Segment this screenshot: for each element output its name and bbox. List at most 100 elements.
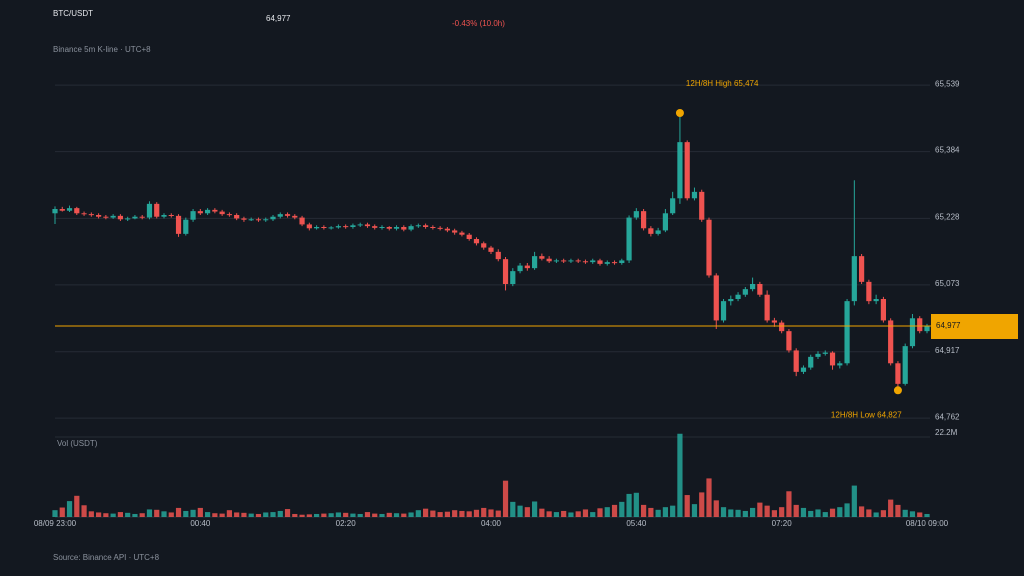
x-tick-label: 02:20 (336, 519, 357, 528)
candle-body (328, 227, 334, 229)
candle-body (488, 247, 494, 252)
y-tick-label: 65,384 (935, 146, 960, 155)
volume-bar (735, 509, 741, 517)
volume-bar (582, 509, 589, 517)
candle-body (255, 219, 262, 221)
candle-body (750, 284, 756, 290)
volume-bar (590, 512, 596, 517)
volume-bar (684, 495, 690, 517)
candle-body (793, 350, 799, 372)
volume-bar (423, 508, 429, 517)
high-marker (675, 109, 684, 117)
volume-bar (677, 433, 683, 517)
volume-bar (502, 480, 509, 517)
source: Source: Binance API · UTC+8 (53, 553, 160, 562)
volume-bar (495, 510, 501, 517)
volume-bar (154, 509, 160, 517)
volume-bar (720, 507, 727, 517)
candle-body (190, 211, 196, 220)
candle-body (720, 301, 727, 321)
candle-body (343, 226, 349, 228)
change: -0.43% (10.0h) (452, 19, 505, 28)
volume-bar (619, 501, 625, 517)
volume-bar (604, 507, 610, 517)
volume-bar (161, 511, 167, 517)
volume-bar (292, 513, 298, 517)
candle-body (561, 260, 567, 262)
volume-bar (524, 507, 530, 517)
candle-body (103, 216, 109, 218)
candle-body (866, 281, 872, 302)
candle-body (466, 234, 472, 239)
volume-bar (546, 511, 552, 517)
candle-body (735, 294, 741, 299)
candle-body (633, 211, 639, 218)
volume-bar (125, 512, 131, 517)
candle-body (393, 227, 400, 229)
volume-bar (379, 513, 385, 517)
candle-body (175, 215, 182, 234)
candle-body (110, 215, 116, 218)
volume-bar (728, 509, 734, 517)
header-price: 64,977 (266, 14, 291, 23)
volume-bar (706, 478, 712, 517)
volume-bar (561, 510, 567, 517)
volume-bar (146, 509, 153, 517)
candle-body (168, 215, 174, 216)
candle-body (706, 219, 712, 276)
volume-bar (430, 510, 436, 517)
volume-bar (277, 510, 283, 517)
candle-body (626, 217, 632, 261)
volume-bar (314, 513, 320, 517)
volume-bar (713, 500, 719, 517)
volume-bar (110, 513, 116, 517)
volume-bar (88, 511, 94, 517)
candle-body (146, 203, 153, 218)
x-tick-label: 04:00 (481, 519, 502, 528)
volume-bar (488, 509, 494, 517)
candle-body (88, 214, 94, 216)
volume-bar (757, 502, 763, 517)
volume-bar (103, 513, 109, 517)
candle-body (670, 198, 676, 214)
candle-body (764, 294, 770, 321)
candle-body (226, 214, 232, 216)
candle-body (648, 228, 654, 234)
candle-body (829, 352, 836, 366)
volume-bar (284, 509, 291, 517)
candle-body (481, 243, 487, 248)
candle-body (430, 227, 436, 228)
volume-bar (364, 512, 371, 517)
candle-body (844, 301, 850, 364)
candle-body (728, 299, 734, 302)
candle-body (888, 320, 894, 364)
candle-body (379, 227, 385, 228)
low-marker (893, 386, 902, 395)
candle-body (655, 230, 661, 234)
candle-body (742, 289, 748, 295)
y-tick-label: 64,917 (935, 346, 960, 355)
volume-bar (837, 507, 843, 517)
candle-body (74, 208, 80, 214)
volume-bar (626, 493, 632, 517)
candle-body (611, 262, 618, 264)
candle-body (641, 211, 647, 229)
volume-bar (902, 509, 908, 517)
volume-bar (481, 507, 487, 517)
volume-bar (168, 512, 174, 517)
volume-bar (597, 508, 603, 517)
candle-body (895, 363, 901, 384)
volume-bar (401, 513, 407, 517)
candle-body (321, 227, 327, 228)
candle-body (372, 226, 378, 228)
volume-bar (873, 512, 879, 517)
volume-bar (641, 504, 647, 517)
candle-body (66, 208, 73, 211)
candle-body (924, 326, 930, 332)
volume-bar (822, 512, 828, 517)
candle-body (219, 211, 225, 215)
candle-body (197, 211, 203, 214)
candle-body (800, 367, 807, 372)
candle-body (52, 209, 58, 214)
candle-body (350, 225, 356, 227)
